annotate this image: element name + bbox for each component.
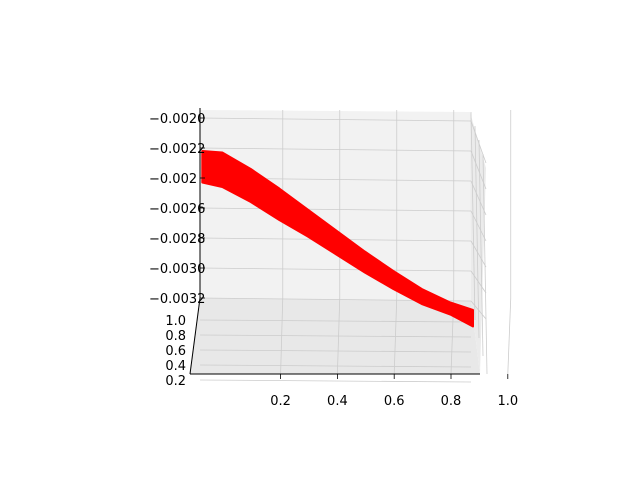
surface-series [201, 150, 474, 328]
surface-ribbon [201, 150, 474, 328]
grid-line-x-floor-2 [393, 297, 398, 375]
grid-line-side-0 [470, 111, 476, 321]
grid-line-z-5 [199, 267, 472, 272]
y-tick-label-3: 0.8 [165, 329, 186, 344]
grid-line-z-3 [199, 207, 472, 212]
grid-line-y-3 [199, 334, 472, 338]
x-tick-label-1: 0.4 [327, 394, 348, 409]
grid-line-z-side-2 [470, 180, 487, 216]
grid-line-y-1 [199, 364, 472, 368]
z-tick-label-3: −0.0026 [149, 202, 205, 217]
z-tick-label-5: −0.0030 [149, 262, 205, 277]
x-tick-label-3: 0.8 [441, 394, 462, 409]
side-pane [470, 112, 486, 374]
grid-line-z-side-0 [470, 120, 487, 164]
y-tick-label-4: 1.0 [165, 314, 186, 329]
grid-line-side-2 [478, 139, 484, 357]
y-tick-label-1: 0.4 [165, 359, 186, 374]
grid-line-y-0 [199, 379, 472, 383]
y-tick-label-0: 0.2 [165, 374, 186, 389]
z-tick-label-1: −0.0022 [149, 142, 205, 157]
y-axis-line [189, 297, 201, 375]
back-pane [200, 110, 471, 301]
grid-lines [199, 110, 512, 383]
grid-line-z-1 [199, 147, 472, 152]
grid-line-z-0 [199, 117, 472, 122]
x-tick-label-2: 0.6 [384, 394, 405, 409]
y-tick-label-2: 0.6 [165, 344, 186, 359]
axes [189, 108, 480, 375]
grid-line-z-side-5 [470, 270, 487, 294]
z-tick-label-4: −0.0028 [149, 232, 205, 247]
x-tick-label-4: 1.0 [497, 394, 518, 409]
z-tick-label-0: −0.0020 [149, 112, 205, 127]
x-tick-label-0: 0.2 [270, 394, 291, 409]
grid-line-y-4 [199, 319, 472, 323]
grid-line-x-floor-4 [507, 297, 512, 375]
grid-line-side-3 [482, 153, 488, 375]
grid-line-y-2 [199, 349, 472, 353]
tick-labels: 0.2 0.4 0.6 0.8 1.00.20.40.60.81.0−0.0020−0.… [149, 112, 518, 409]
grid-line-side-1 [474, 125, 480, 339]
z-tick-label-6: −0.0032 [149, 292, 205, 307]
grid-line-z-side-3 [470, 210, 487, 242]
z-tick-label-2: −0.002 [149, 172, 197, 187]
